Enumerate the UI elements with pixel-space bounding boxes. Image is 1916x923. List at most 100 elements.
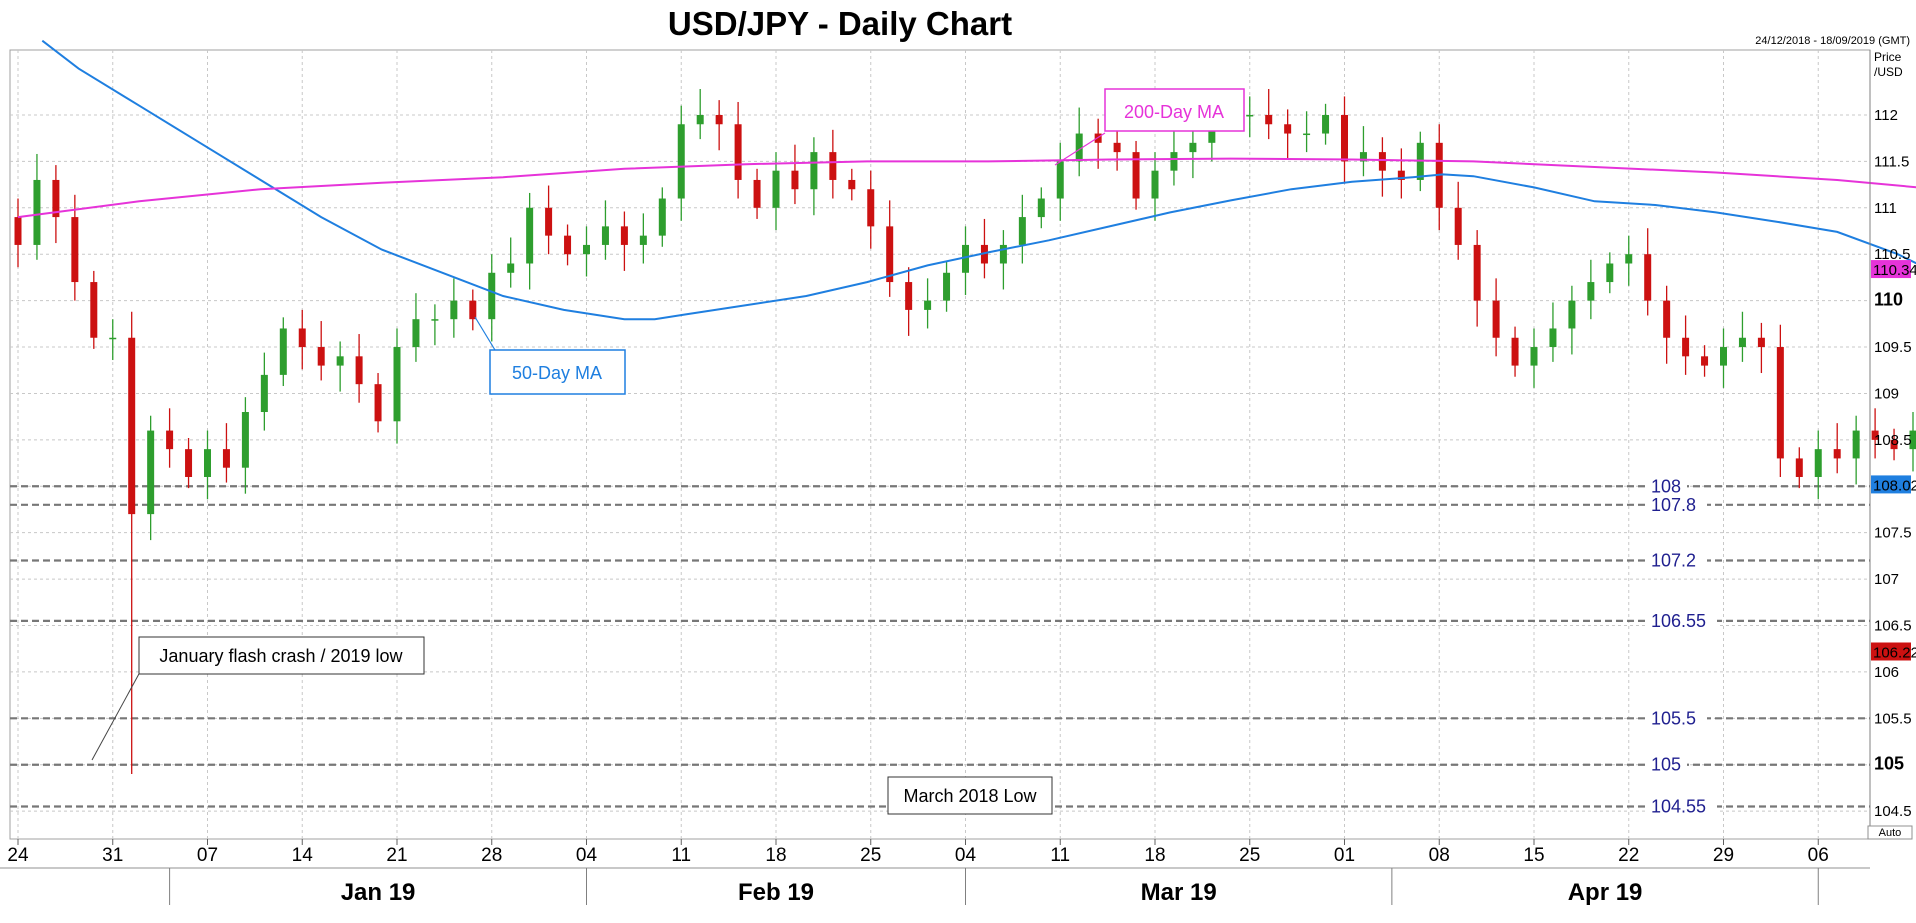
candle-body	[298, 328, 306, 348]
y-tick-label: 107.5	[1874, 525, 1912, 542]
candle-body	[526, 207, 534, 264]
march-low-callout-label: March 2018 Low	[903, 786, 1037, 806]
moving-averages	[17, 39, 1916, 321]
candle-body	[1530, 347, 1538, 366]
ma200-callout-line	[1054, 132, 1106, 166]
level-label-bg	[1645, 796, 1717, 817]
month-label: Jan 19	[341, 879, 416, 906]
ma200-callout-label: 200-Day MA	[1124, 102, 1224, 122]
level-label-bg	[1645, 550, 1707, 571]
level-label-bg	[1645, 494, 1707, 515]
candle-body	[412, 319, 420, 348]
candle-body	[924, 300, 932, 310]
level-label: 105.5	[1651, 708, 1696, 728]
candle-body	[1644, 254, 1652, 301]
chart-title: USD/JPY - Daily Chart	[668, 5, 1012, 42]
candle-body	[166, 430, 174, 450]
candle-body	[1852, 430, 1860, 459]
candle-body	[185, 449, 193, 477]
candle-body	[734, 124, 742, 180]
x-tick-label: 22	[1618, 845, 1639, 866]
y-tick-label: 111.5	[1874, 153, 1909, 170]
candle-body	[999, 244, 1007, 264]
candle-body	[1284, 124, 1292, 134]
ma50-line	[41, 39, 1916, 321]
candle-body	[317, 347, 325, 366]
level-label-bg	[1645, 476, 1687, 497]
candle-body	[564, 235, 572, 255]
candle-body	[204, 449, 211, 477]
y-tick-label: 112	[1874, 107, 1898, 124]
x-tick-label: 25	[1239, 845, 1260, 866]
plot-area	[9, 49, 1871, 840]
candle-body	[1132, 152, 1140, 199]
candle-body	[109, 337, 117, 340]
ma50-callout-box	[489, 349, 626, 395]
candle-body	[260, 374, 268, 413]
candle-body	[488, 272, 496, 320]
price-flag-box	[1871, 642, 1911, 661]
candle-body	[810, 152, 818, 190]
candle-body	[1701, 356, 1709, 366]
candle-body	[1776, 347, 1784, 459]
candle-body	[772, 170, 780, 208]
price-unit-label: /USD	[1874, 65, 1903, 79]
y-tick-label: 109	[1874, 385, 1899, 402]
x-tick-label: 18	[1144, 845, 1165, 866]
y-tick-label: 108.5	[1874, 432, 1912, 449]
x-tick-label: 15	[1523, 845, 1544, 866]
level-label-bg	[1645, 708, 1707, 729]
level-label: 105	[1651, 755, 1681, 775]
ma50-callout-label: 50-Day MA	[512, 363, 602, 383]
candle-body	[52, 179, 60, 218]
annotations: 200-Day MA 50-Day MA January flash crash /…	[91, 88, 1245, 815]
candle-body	[1037, 198, 1045, 218]
candle-body	[715, 114, 723, 125]
level-label-bg	[1645, 610, 1717, 631]
candle-body	[791, 170, 799, 190]
candle-body	[1738, 337, 1746, 348]
x-tick-label: 28	[481, 845, 502, 866]
candle-body	[1890, 439, 1898, 450]
candle-body	[658, 198, 666, 236]
candle-body	[1170, 152, 1178, 171]
candle-body	[1757, 337, 1765, 348]
candle-body	[1549, 328, 1557, 348]
y-tick-label: 111	[1874, 200, 1897, 217]
candle-body	[1587, 282, 1595, 301]
candle-body	[677, 124, 685, 199]
x-tick-label: 06	[1808, 845, 1829, 866]
candle-body	[1378, 152, 1386, 171]
candle-body	[1795, 458, 1803, 477]
candle-body	[1359, 152, 1367, 162]
candle-body	[1018, 217, 1026, 245]
candle-body	[241, 412, 249, 468]
candle-body	[393, 347, 401, 422]
flash-crash-callout-box	[138, 636, 425, 675]
x-tick-label: 11	[1050, 845, 1070, 866]
date-range-label: 24/12/2018 - 18/09/2019 (GMT)	[1755, 35, 1910, 47]
candle-body	[1303, 133, 1311, 136]
x-axis-ticks: 24 31 07 14 21 28 04 11 18 25 04 11 18 25 01 08 15 22 29 06	[7, 839, 1829, 866]
candle-body	[374, 384, 382, 422]
candle-body	[1056, 161, 1064, 199]
x-tick-label: 25	[860, 845, 881, 866]
candle-body	[848, 179, 856, 190]
x-tick-label: 14	[292, 845, 314, 866]
candle-body	[33, 179, 41, 245]
level-label: 108	[1651, 476, 1681, 496]
candle-body	[1606, 263, 1614, 283]
candle-body	[905, 282, 913, 310]
candle-body	[1265, 114, 1273, 125]
candle-body	[1075, 133, 1083, 162]
y-tick-label: 109.5	[1874, 339, 1912, 356]
x-tick-label: 24	[7, 845, 29, 866]
auto-scale-button[interactable]	[1867, 825, 1913, 840]
level-label: 107.8	[1651, 495, 1696, 515]
x-tick-label: 04	[576, 845, 598, 866]
candle-body	[1492, 300, 1500, 338]
candle-body	[147, 430, 155, 515]
y-tick-label: 106	[1874, 664, 1899, 681]
